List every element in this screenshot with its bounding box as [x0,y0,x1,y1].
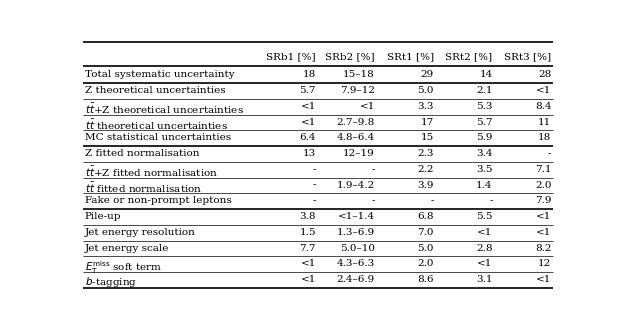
Text: 2.4–6.9: 2.4–6.9 [336,275,375,284]
Text: <1: <1 [536,86,551,95]
Text: <1: <1 [477,259,493,268]
Text: 7.1: 7.1 [535,165,551,174]
Text: SRt3 [%]: SRt3 [%] [505,52,551,61]
Text: 3.3: 3.3 [417,102,434,111]
Text: Z theoretical uncertainties: Z theoretical uncertainties [85,86,226,95]
Text: -: - [312,196,316,205]
Text: 15: 15 [421,133,434,142]
Text: -: - [489,196,493,205]
Text: 6.8: 6.8 [417,212,434,221]
Text: 29: 29 [421,70,434,79]
Text: 3.9: 3.9 [417,181,434,189]
Text: 2.0: 2.0 [417,259,434,268]
Text: <1: <1 [536,275,551,284]
Text: 12: 12 [538,259,551,268]
Text: -: - [312,181,316,189]
Text: 14: 14 [479,70,493,79]
Text: 6.4: 6.4 [300,133,316,142]
Text: -: - [430,196,434,205]
Text: 28: 28 [538,70,551,79]
Text: 5.0: 5.0 [417,244,434,252]
Text: -: - [548,149,551,158]
Text: SRt1 [%]: SRt1 [%] [387,52,434,61]
Text: 18: 18 [303,70,316,79]
Text: 4.8–6.4: 4.8–6.4 [336,133,375,142]
Text: $E_{\mathrm{T}}^{\mathrm{miss}}$ soft term: $E_{\mathrm{T}}^{\mathrm{miss}}$ soft te… [85,259,162,276]
Text: <1: <1 [300,275,316,284]
Text: SRt2 [%]: SRt2 [%] [445,52,493,61]
Text: 7.0: 7.0 [417,228,434,237]
Text: Z fitted normalisation: Z fitted normalisation [85,149,199,158]
Text: 15–18: 15–18 [343,70,375,79]
Text: 11: 11 [538,117,551,126]
Text: 5.7: 5.7 [300,86,316,95]
Text: 1.4: 1.4 [476,181,493,189]
Text: 5.3: 5.3 [476,102,493,111]
Text: -: - [312,165,316,174]
Text: Fake or non-prompt leptons: Fake or non-prompt leptons [85,196,231,205]
Text: 3.4: 3.4 [476,149,493,158]
Text: 2.8: 2.8 [476,244,493,252]
Text: $t\bar{t}$+Z fitted normalisation: $t\bar{t}$+Z fitted normalisation [85,165,218,179]
Text: <1–1.4: <1–1.4 [338,212,375,221]
Text: 5.9: 5.9 [476,133,493,142]
Text: <1: <1 [359,102,375,111]
Text: 4.3–6.3: 4.3–6.3 [336,259,375,268]
Text: 2.0: 2.0 [535,181,551,189]
Text: 7.9–12: 7.9–12 [340,86,375,95]
Text: 2.3: 2.3 [417,149,434,158]
Text: $t\bar{t}$+Z theoretical uncertainties: $t\bar{t}$+Z theoretical uncertainties [85,102,244,116]
Text: $t\bar{t}$ theoretical uncertainties: $t\bar{t}$ theoretical uncertainties [85,117,227,132]
Text: <1: <1 [300,259,316,268]
Text: 1.9–4.2: 1.9–4.2 [336,181,375,189]
Text: <1: <1 [536,212,551,221]
Text: 12–19: 12–19 [343,149,375,158]
Text: Total systematic uncertainty: Total systematic uncertainty [85,70,234,79]
Text: 5.7: 5.7 [476,117,493,126]
Text: 3.8: 3.8 [300,212,316,221]
Text: 8.6: 8.6 [417,275,434,284]
Text: SRb2 [%]: SRb2 [%] [325,52,375,61]
Text: 8.2: 8.2 [535,244,551,252]
Text: <1: <1 [477,228,493,237]
Text: SRb1 [%]: SRb1 [%] [266,52,316,61]
Text: 5.0: 5.0 [417,86,434,95]
Text: Jet energy scale: Jet energy scale [85,244,169,252]
Text: 7.9: 7.9 [535,196,551,205]
Text: <1: <1 [300,117,316,126]
Text: MC statistical uncertainties: MC statistical uncertainties [85,133,231,142]
Text: 2.7–9.8: 2.7–9.8 [336,117,375,126]
Text: 3.5: 3.5 [476,165,493,174]
Text: -: - [371,165,375,174]
Text: 13: 13 [303,149,316,158]
Text: 1.3–6.9: 1.3–6.9 [336,228,375,237]
Text: 18: 18 [538,133,551,142]
Text: 1.5: 1.5 [300,228,316,237]
Text: $b$-tagging: $b$-tagging [85,275,136,289]
Text: <1: <1 [300,102,316,111]
Text: <1: <1 [536,228,551,237]
Text: -: - [371,196,375,205]
Text: 2.1: 2.1 [476,86,493,95]
Text: 7.7: 7.7 [300,244,316,252]
Text: 8.4: 8.4 [535,102,551,111]
Text: Jet energy resolution: Jet energy resolution [85,228,196,237]
Text: $t\bar{t}$ fitted normalisation: $t\bar{t}$ fitted normalisation [85,181,202,195]
Text: 5.0–10: 5.0–10 [340,244,375,252]
Text: Pile-up: Pile-up [85,212,121,221]
Text: 3.1: 3.1 [476,275,493,284]
Text: 5.5: 5.5 [476,212,493,221]
Text: 2.2: 2.2 [417,165,434,174]
Text: 17: 17 [421,117,434,126]
